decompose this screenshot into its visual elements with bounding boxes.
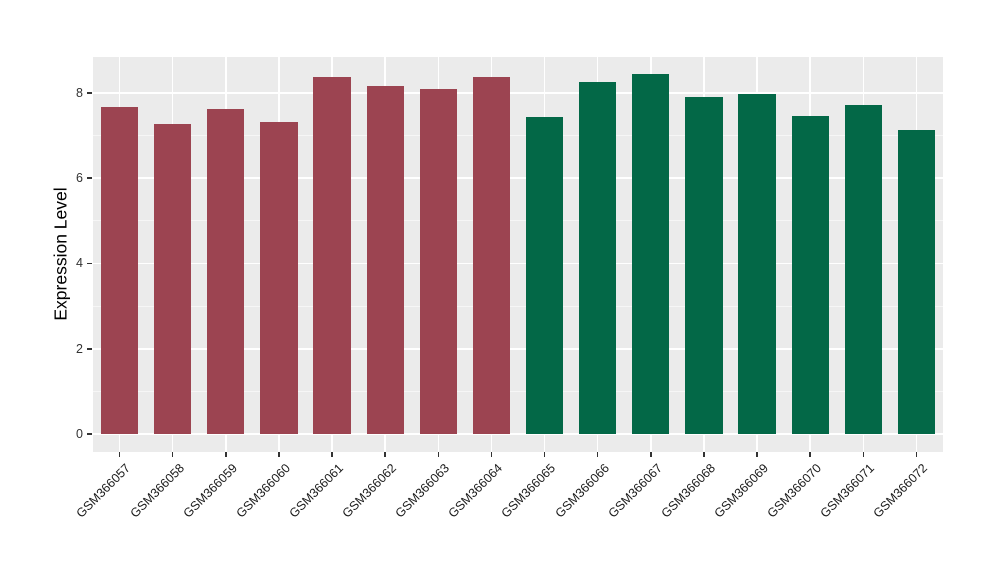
x-tick-label: GSM366068 [658, 461, 718, 521]
x-tick-mark [278, 452, 280, 457]
x-tick-label: GSM366069 [711, 461, 771, 521]
bar-GSM366065 [525, 117, 564, 435]
bar-GSM366070 [791, 115, 829, 435]
x-tick-mark [756, 452, 758, 457]
bar-GSM366068 [685, 97, 723, 435]
x-tick-label: GSM366062 [339, 461, 400, 521]
x-tick-label: GSM366067 [605, 461, 665, 521]
gridline-y-major [93, 262, 943, 265]
x-tick-label: GSM366065 [498, 461, 559, 521]
x-tick-label: GSM366071 [817, 461, 878, 521]
x-tick-mark [225, 452, 227, 457]
x-tick-label: GSM366063 [392, 461, 453, 521]
y-tick-mark [87, 177, 92, 179]
y-tick-mark [87, 262, 92, 265]
x-tick-mark [862, 452, 865, 457]
x-tick-label: GSM366058 [127, 461, 187, 521]
y-axis-title: Expression Level [50, 187, 71, 321]
y-tick-label: 8 [76, 85, 83, 100]
y-tick-label: 0 [76, 427, 83, 442]
gridline-y-major [93, 92, 943, 94]
x-tick-mark [543, 452, 546, 457]
gridline-y-minor [93, 220, 943, 222]
gridline-y-minor [93, 390, 943, 392]
bar-GSM366057 [100, 107, 139, 435]
bar-GSM366064 [472, 77, 511, 435]
y-tick-label: 4 [76, 256, 83, 271]
x-tick-mark [490, 452, 493, 457]
bar-GSM366071 [844, 104, 882, 435]
bar-GSM366058 [154, 123, 192, 435]
y-tick-label: 6 [76, 171, 83, 186]
gridline-y-major [93, 433, 943, 435]
x-tick-mark [437, 452, 440, 457]
y-tick-mark [87, 92, 92, 94]
bar-GSM366062 [366, 86, 404, 435]
x-tick-mark [331, 452, 333, 457]
x-tick-label: GSM366064 [445, 461, 506, 521]
bar-GSM366069 [738, 94, 776, 435]
y-tick-label: 2 [76, 341, 83, 356]
x-tick-label: GSM366066 [552, 461, 612, 521]
x-tick-label: GSM366059 [180, 461, 240, 521]
gridline-y-minor [93, 305, 943, 307]
y-tick-mark [87, 348, 92, 350]
x-tick-label: GSM366061 [286, 461, 346, 521]
bar-GSM366061 [313, 76, 351, 435]
x-tick-mark [118, 452, 121, 457]
bar-GSM366066 [579, 81, 617, 435]
x-tick-mark [809, 452, 811, 457]
x-tick-mark [384, 452, 386, 457]
bar-GSM366072 [897, 129, 936, 435]
gridline-y-major [93, 347, 943, 350]
x-tick-mark [171, 452, 174, 457]
x-tick-mark [596, 452, 599, 457]
x-tick-label: GSM366060 [233, 461, 293, 521]
bar-GSM366060 [260, 122, 298, 435]
plot-panel [93, 57, 943, 452]
gridline-y-minor [93, 134, 943, 136]
bar-GSM366063 [419, 88, 457, 435]
x-tick-label: GSM366057 [73, 461, 134, 521]
x-tick-mark [915, 452, 918, 457]
gridline-y-major [93, 177, 943, 179]
bar-GSM366067 [632, 74, 670, 435]
y-tick-mark [87, 433, 92, 435]
x-tick-mark [650, 452, 652, 457]
x-tick-label: GSM366070 [764, 461, 825, 521]
x-tick-label: GSM366072 [870, 461, 931, 521]
x-tick-mark [703, 452, 705, 457]
bar-GSM366059 [207, 109, 245, 435]
